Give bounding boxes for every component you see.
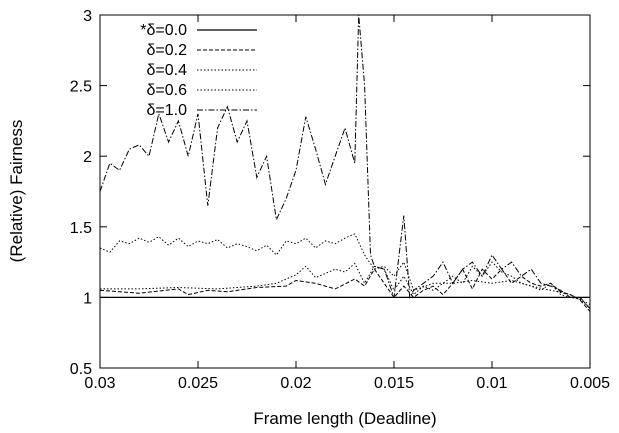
y-tick-label: 3 xyxy=(83,8,92,25)
x-tick-label: 0.03 xyxy=(84,375,115,392)
legend-label-4: δ=1.0 xyxy=(147,102,188,119)
x-tick-label: 0.01 xyxy=(476,375,507,392)
y-tick-label: 0.5 xyxy=(70,361,92,378)
y-tick-label: 2 xyxy=(83,149,92,166)
y-tick-label: 1 xyxy=(83,290,92,307)
legend-label-2: δ=0.4 xyxy=(147,62,188,79)
x-tick-label: 0.025 xyxy=(178,375,218,392)
series-line-1 xyxy=(99,268,591,312)
legend-label-3: δ=0.6 xyxy=(147,82,188,99)
series-line-4 xyxy=(99,14,591,310)
series-lines xyxy=(99,14,591,312)
legend-label-1: δ=0.2 xyxy=(147,42,188,59)
x-tick-label: 0.02 xyxy=(280,375,311,392)
legend-label-0: *δ=0.0 xyxy=(140,22,187,39)
x-tick-label: 0.015 xyxy=(374,375,414,392)
series-line-3 xyxy=(99,233,591,305)
x-tick-label: 0.005 xyxy=(570,375,610,392)
y-axis-label: (Relative) Fairness xyxy=(7,120,26,263)
x-axis-label: Frame length (Deadline) xyxy=(253,409,436,428)
y-tick-label: 2.5 xyxy=(70,79,92,96)
legend: *δ=0.0 δ=0.2 δ=0.4 δ=0.6 δ=1.0 xyxy=(140,22,257,119)
y-tick-label: 1.5 xyxy=(70,220,92,237)
axis-ticks: 0.03 0.025 0.02 0.015 0.01 0.005 0.5 1 1.5 2 2.5 3 xyxy=(70,8,610,392)
